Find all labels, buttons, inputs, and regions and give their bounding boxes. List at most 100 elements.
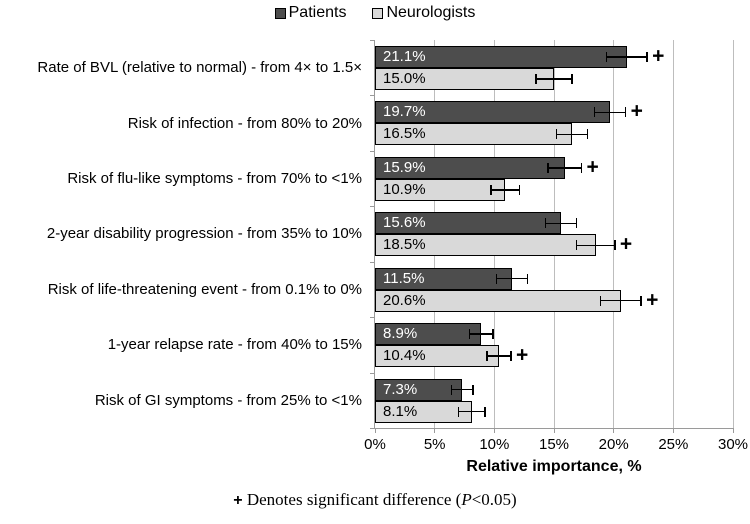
error-bar-cap bbox=[526, 273, 529, 284]
error-bar bbox=[490, 189, 520, 191]
y-axis-tick bbox=[370, 39, 375, 41]
error-bar-cap bbox=[624, 107, 627, 118]
x-axis-tick bbox=[553, 428, 555, 433]
error-bar-cap bbox=[605, 52, 608, 62]
bar-value-label: 16.5% bbox=[383, 125, 426, 143]
y-axis-tick bbox=[370, 150, 375, 152]
error-bar-cap bbox=[486, 351, 488, 362]
footnote-p-symbol: P bbox=[461, 490, 472, 509]
neurologists-bar: 10.4% bbox=[375, 345, 500, 368]
bar-value-label: 15.9% bbox=[383, 158, 426, 176]
y-axis-tick bbox=[370, 427, 375, 429]
category-label: Rate of BVL (relative to normal) - from … bbox=[37, 59, 362, 77]
x-tick-label: 0% bbox=[364, 436, 386, 453]
patients-bar: 7.3% bbox=[375, 378, 463, 401]
category-label: Risk of infection - from 80% to 20% bbox=[127, 114, 362, 132]
bar-value-label: 21.1% bbox=[383, 48, 426, 65]
significance-marker: + bbox=[646, 288, 659, 312]
category-label: Risk of life-threatening event - from 0.… bbox=[47, 280, 362, 298]
x-tick-label: 5% bbox=[423, 436, 446, 453]
error-bar-cap bbox=[484, 406, 486, 417]
bar-value-label: 8.1% bbox=[383, 402, 418, 420]
bar-value-label: 8.9% bbox=[383, 325, 418, 343]
footnote: + Denotes significant difference (P<0.05… bbox=[0, 490, 750, 510]
error-bar-cap bbox=[614, 240, 616, 251]
x-axis-tick bbox=[434, 428, 436, 433]
plot-area: 21.1% +19.7% +15.9% +15.6% 11.5% 8.9% 7.3% 15.0… bbox=[370, 39, 734, 433]
significance-marker: + bbox=[516, 343, 529, 367]
category-label: Risk of GI symptoms - from 25% to <1% bbox=[94, 391, 362, 409]
category-axis: Rate of BVL (relative to normal) - from … bbox=[0, 40, 368, 428]
patients-bar: 11.5% bbox=[375, 267, 513, 290]
neurologists-bar: 8.1% bbox=[375, 400, 472, 423]
error-bar-cap bbox=[586, 129, 589, 140]
patients-bar: 21.1% bbox=[375, 46, 627, 68]
footnote-text-end: <0.05) bbox=[471, 490, 517, 509]
error-bar-cap bbox=[547, 162, 549, 173]
legend-item-patients: Patients bbox=[274, 4, 346, 22]
x-axis-labels: 0% 5% 10% 15% 20% 25% 30% bbox=[364, 436, 748, 454]
neurologists-bar: 20.6% bbox=[375, 289, 621, 312]
error-bar-cap bbox=[457, 406, 460, 417]
patients-bar: 8.9% bbox=[375, 323, 482, 346]
legend-label-neurologists: Neurologists bbox=[386, 4, 476, 21]
y-axis-tick bbox=[370, 205, 375, 207]
x-axis-tick bbox=[493, 428, 495, 433]
error-bar bbox=[536, 78, 572, 80]
error-bar-cap bbox=[599, 295, 602, 306]
error-bar bbox=[576, 244, 615, 247]
x-tick-label: 25% bbox=[658, 436, 689, 453]
bar-value-label: 15.0% bbox=[383, 70, 426, 87]
error-bar bbox=[548, 167, 582, 169]
chart-legend: Patients Neurologists bbox=[0, 3, 750, 23]
neurologists-bar: 18.5% bbox=[375, 234, 596, 257]
error-bar-cap bbox=[472, 384, 474, 395]
gridline bbox=[672, 40, 674, 428]
x-axis-tick bbox=[374, 428, 376, 433]
y-axis-tick bbox=[370, 372, 375, 374]
y-axis-tick bbox=[370, 261, 375, 263]
error-bar-cap bbox=[555, 129, 558, 140]
x-tick-label: 10% bbox=[479, 436, 510, 453]
error-bar bbox=[606, 56, 648, 58]
error-bar bbox=[458, 410, 485, 413]
error-bar-cap bbox=[535, 74, 537, 84]
error-bar-cap bbox=[495, 273, 498, 284]
neurologists-legend-swatch bbox=[372, 7, 384, 19]
significance-marker: + bbox=[652, 44, 665, 68]
error-bar bbox=[487, 355, 512, 357]
error-bar-cap bbox=[450, 384, 453, 395]
patients-bar: 15.9% bbox=[375, 156, 565, 179]
x-axis-tick bbox=[672, 428, 674, 433]
error-bar-cap bbox=[490, 184, 492, 195]
gridline bbox=[613, 40, 615, 428]
gridline bbox=[732, 40, 734, 428]
y-axis-tick bbox=[370, 94, 375, 96]
y-axis-line bbox=[374, 40, 375, 429]
significance-marker: + bbox=[630, 100, 643, 124]
y-axis-tick bbox=[370, 316, 375, 318]
patients-bar: 19.7% bbox=[375, 101, 611, 124]
bar-value-label: 20.6% bbox=[383, 291, 426, 309]
error-bar-cap bbox=[640, 295, 642, 306]
error-bar bbox=[556, 133, 588, 136]
error-bar-cap bbox=[571, 74, 573, 84]
error-bar bbox=[469, 333, 494, 335]
x-tick-label: 20% bbox=[598, 436, 629, 453]
error-bar bbox=[594, 111, 626, 114]
bar-value-label: 15.6% bbox=[383, 214, 426, 232]
significance-marker: + bbox=[619, 232, 633, 256]
x-tick-label: 30% bbox=[717, 436, 749, 453]
patients-legend-swatch bbox=[274, 7, 286, 19]
bar-value-label: 10.4% bbox=[383, 347, 426, 365]
neurologists-bar: 16.5% bbox=[375, 123, 572, 146]
error-bar-cap bbox=[492, 329, 494, 340]
x-axis-tick bbox=[732, 428, 734, 433]
bar-value-label: 11.5% bbox=[383, 269, 425, 287]
bar-value-label: 18.5% bbox=[383, 236, 426, 254]
error-bar bbox=[600, 299, 642, 302]
neurologists-bar: 15.0% bbox=[375, 68, 554, 90]
patients-bar: 15.6% bbox=[375, 212, 562, 235]
footnote-plus-marker: + bbox=[233, 492, 243, 509]
